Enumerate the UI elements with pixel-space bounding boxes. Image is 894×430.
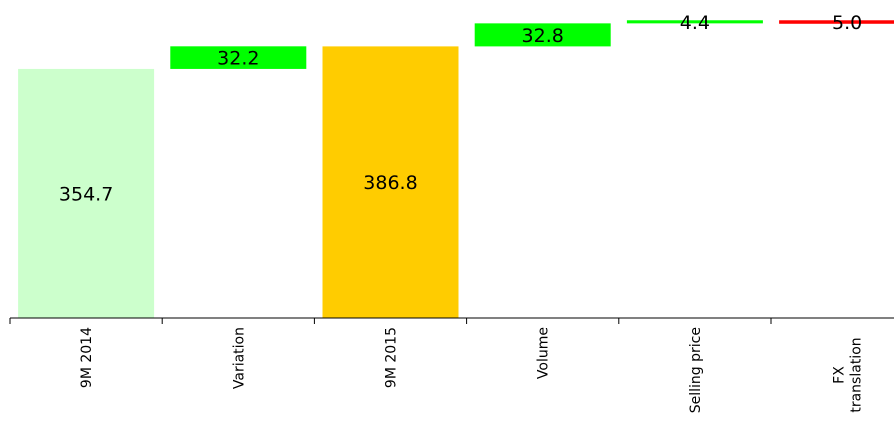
data-label-5: 4.4 bbox=[680, 12, 710, 34]
x-tick-label-text: 9M 2014 bbox=[79, 327, 95, 388]
waterfall-bar-1 bbox=[18, 68, 155, 318]
waterfall-bar-5 bbox=[626, 20, 763, 24]
data-label-3: 386.8 bbox=[363, 172, 417, 194]
x-tick-label-text: 9M 2015 bbox=[384, 327, 400, 388]
x-tick-label-text: FX bbox=[832, 366, 848, 384]
x-tick-label-2: Variation bbox=[231, 327, 247, 389]
x-tick-label-text: Selling price bbox=[688, 327, 704, 413]
data-label-6: 5.0 bbox=[832, 12, 862, 34]
data-label-1: 354.7 bbox=[59, 183, 113, 205]
x-tick-label-text: translation bbox=[849, 337, 865, 412]
x-tick-label-text: Volume bbox=[536, 327, 552, 379]
x-tick-label-4: Volume bbox=[536, 327, 552, 379]
waterfall-bar-3 bbox=[322, 46, 459, 318]
x-tick-label-5: Selling price bbox=[688, 327, 704, 413]
waterfall-bar-4 bbox=[474, 23, 611, 47]
x-tick-label-6: FX translation bbox=[832, 337, 865, 412]
x-tick-label-text: Variation bbox=[231, 327, 247, 389]
waterfall-bar-2 bbox=[170, 46, 307, 69]
x-tick-label-3: 9M 2015 bbox=[384, 327, 400, 388]
data-label-2: 32.2 bbox=[217, 48, 259, 70]
x-tick-label-1: 9M 2014 bbox=[79, 327, 95, 388]
data-label-4: 32.8 bbox=[522, 25, 564, 47]
waterfall-bar-6 bbox=[779, 20, 894, 24]
